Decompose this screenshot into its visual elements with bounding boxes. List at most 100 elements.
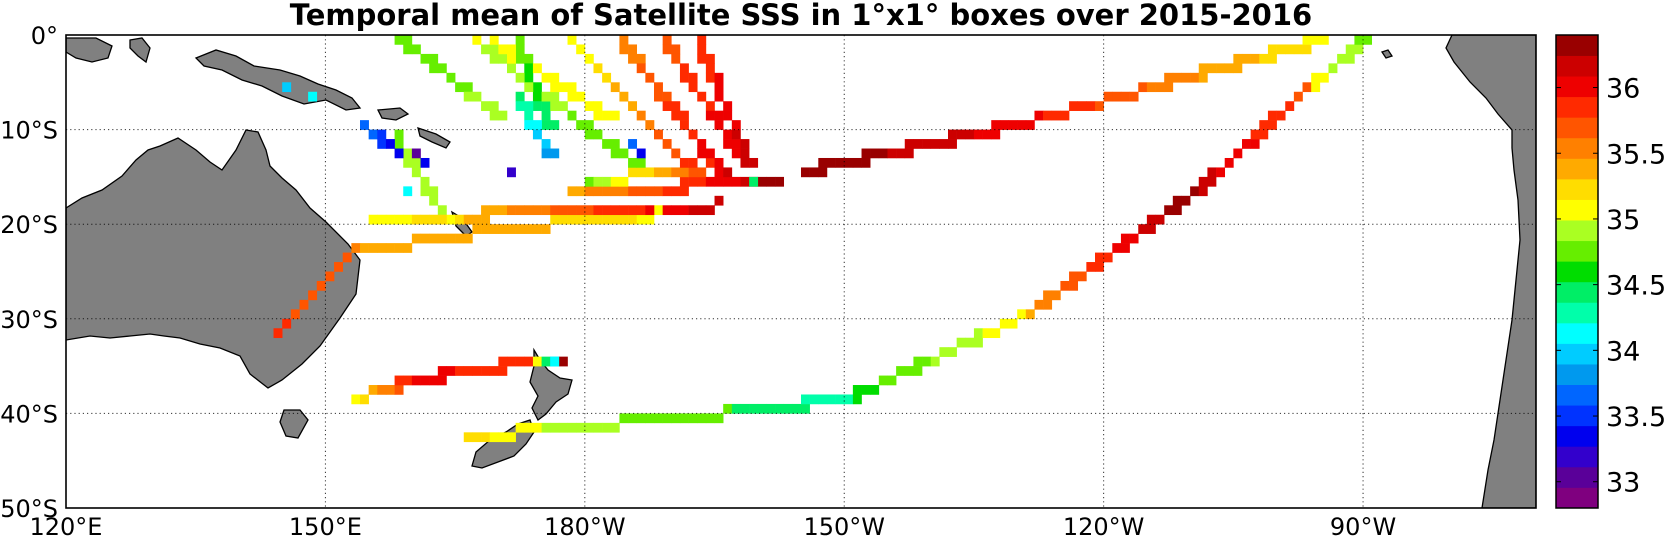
sss-cell [991, 129, 1001, 140]
sss-cell [411, 233, 421, 244]
sss-cell [904, 139, 914, 149]
sss-cell [1198, 186, 1208, 197]
sss-cell [740, 157, 750, 168]
sss-cell [437, 63, 447, 74]
sss-cell [558, 82, 568, 93]
sss-cell [705, 53, 715, 64]
sss-cell [472, 224, 482, 234]
sss-cell [1181, 195, 1191, 206]
sss-cell [1129, 91, 1139, 102]
sss-cell [593, 176, 603, 187]
colorbar-segment [1556, 487, 1598, 509]
sss-cell [420, 157, 430, 168]
sss-cell [1207, 176, 1217, 187]
sss-cell [1285, 101, 1295, 111]
sss-cell [567, 422, 577, 433]
colorbar-segment [1556, 302, 1598, 324]
sss-cell [532, 205, 542, 216]
sss-cell [636, 63, 646, 74]
sss-cell [576, 205, 586, 216]
sss-cell [1112, 91, 1122, 102]
sss-cell [610, 82, 620, 93]
sss-cell [576, 214, 586, 225]
sss-cell [1103, 91, 1113, 102]
sss-cell [1120, 233, 1130, 244]
sss-cell [654, 413, 663, 424]
sss-cell [550, 72, 560, 83]
sss-cell [351, 243, 361, 253]
sss-cell [705, 157, 715, 168]
sss-cell [489, 53, 499, 64]
sulawesi-land [129, 37, 151, 64]
sss-cell [948, 129, 957, 140]
sss-cell [394, 385, 404, 395]
sss-cell [636, 186, 646, 197]
colorbar-segment [1556, 425, 1598, 447]
sss-cell [541, 110, 551, 121]
sss-cell [1060, 110, 1070, 121]
sss-cell [1267, 110, 1277, 121]
sss-cell [541, 120, 551, 130]
sss-cell [567, 214, 577, 225]
sss-cell [870, 385, 880, 395]
sss-cell [645, 72, 655, 83]
sss-cell [965, 129, 975, 140]
sss-cell [688, 129, 698, 140]
sss-cell [411, 375, 421, 386]
sss-cell [654, 91, 663, 102]
sss-cell [576, 44, 586, 55]
sss-cell [567, 35, 577, 45]
sss-cell [1250, 139, 1260, 149]
sss-cell [584, 129, 594, 140]
sss-cell [368, 243, 378, 253]
sss-cell [1164, 72, 1174, 83]
sss-cell [498, 110, 508, 121]
sss-cell [697, 176, 707, 187]
sss-cell [437, 205, 447, 216]
sss-cell [610, 214, 620, 225]
sss-cell [360, 394, 369, 405]
sss-cell [628, 53, 638, 64]
sss-cell [1025, 309, 1035, 320]
sss-cell [325, 271, 335, 282]
sss-cell [697, 35, 707, 45]
sss-cell [541, 139, 551, 149]
sss-cell [1267, 44, 1277, 55]
sss-cell [662, 91, 672, 102]
colorbar-segment [1556, 281, 1598, 303]
sss-cell [377, 214, 387, 225]
sss-cell [1354, 44, 1364, 55]
sss-cell [550, 91, 560, 102]
sss-cell [463, 214, 473, 225]
sss-cell [636, 157, 646, 168]
sss-cell [1129, 233, 1139, 244]
sss-cell [541, 101, 551, 111]
sss-cell [723, 110, 733, 121]
colorbar-segment [1556, 220, 1598, 242]
sss-cell [654, 205, 663, 216]
sss-cell [619, 35, 629, 45]
tasmania-land [279, 409, 309, 439]
sss-cell [1172, 72, 1182, 83]
sss-cell [714, 91, 724, 102]
y-tick-label: 40°S [0, 400, 58, 428]
sss-cell [1293, 91, 1303, 102]
sss-cell [507, 167, 516, 178]
sss-cell [1172, 195, 1182, 206]
sss-cell [411, 44, 421, 55]
sss-cell [671, 44, 681, 55]
sss-cell [749, 157, 759, 168]
sss-cell [671, 101, 681, 111]
sss-cell [1086, 262, 1096, 272]
sss-cell [524, 110, 534, 121]
sss-cell [731, 139, 741, 149]
sss-cell [532, 422, 542, 433]
sss-cell [1198, 176, 1208, 187]
sss-cell [1267, 53, 1277, 64]
sss-cell [1025, 120, 1035, 130]
sss-cell [1233, 148, 1243, 159]
sss-cell [723, 176, 733, 187]
sss-cell [654, 82, 663, 93]
sss-cell [861, 148, 871, 159]
colorbar-segment [1556, 96, 1598, 118]
